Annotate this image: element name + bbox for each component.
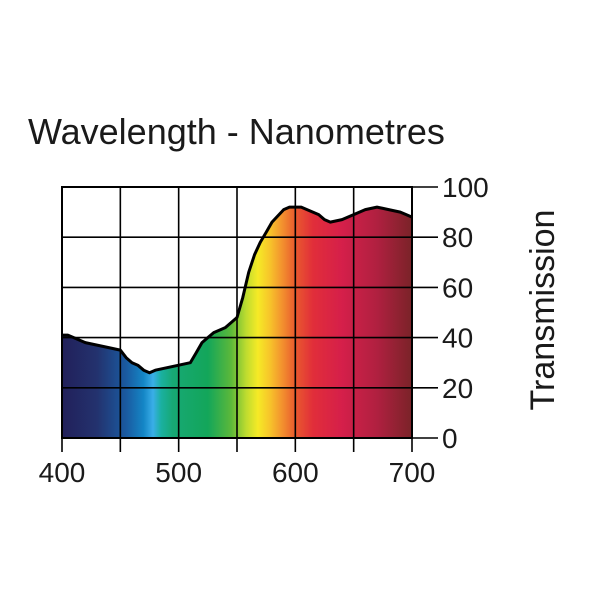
x-tick-label: 500 (155, 457, 202, 488)
x-axis-ticks: 400 500 600 700 (39, 438, 436, 488)
y-tick-label: 20 (442, 373, 473, 404)
transmission-curve (62, 205, 413, 375)
y-axis-label: Transmission (524, 210, 562, 411)
x-tick-label: 700 (389, 457, 436, 488)
y-tick-label: 80 (442, 222, 473, 253)
y-tick-label: 0 (442, 423, 458, 454)
chart-title: Wavelength - Nanometres (28, 111, 445, 152)
y-axis-ticks: 0 20 40 60 80 100 (412, 172, 489, 454)
y-tick-label: 40 (442, 323, 473, 354)
plot-area: 0 20 40 60 80 100 400 500 600 700 (39, 172, 489, 488)
x-tick-label: 400 (39, 457, 86, 488)
x-tick-label: 600 (272, 457, 319, 488)
y-tick-label: 60 (442, 272, 473, 303)
y-tick-label: 100 (442, 172, 489, 203)
